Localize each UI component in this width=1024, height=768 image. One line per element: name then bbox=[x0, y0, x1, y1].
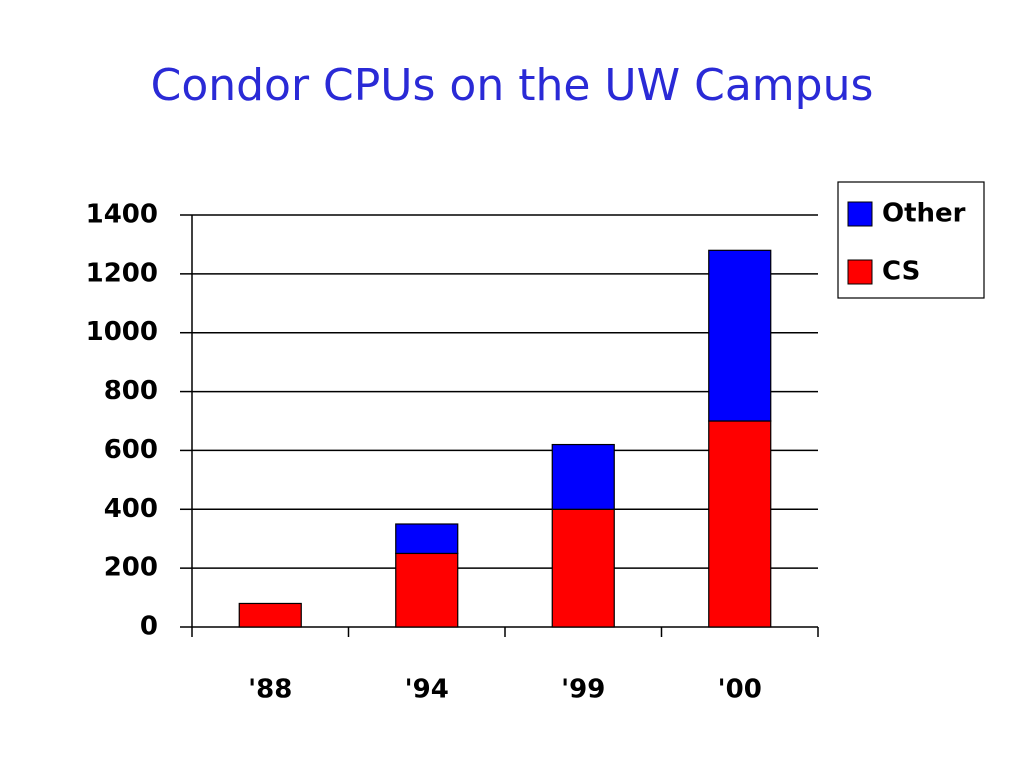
bar-segment bbox=[395, 552, 459, 628]
y-tick-label: 0 bbox=[140, 612, 158, 642]
bar-segment bbox=[551, 443, 615, 510]
x-tick-label: '94 bbox=[405, 675, 449, 705]
bar-segment bbox=[708, 249, 772, 422]
legend-label: Other bbox=[882, 199, 966, 229]
y-tick-label: 1400 bbox=[86, 200, 158, 230]
chart-title: Condor CPUs on the UW Campus bbox=[151, 60, 874, 111]
legend-swatch bbox=[847, 201, 873, 227]
bar-segment bbox=[551, 508, 615, 628]
y-tick-label: 800 bbox=[104, 376, 158, 406]
y-tick-label: 200 bbox=[104, 553, 158, 583]
bar-segment bbox=[395, 523, 459, 555]
bar-segment bbox=[238, 602, 302, 628]
y-tick-label: 1000 bbox=[86, 317, 158, 347]
legend-label: CS bbox=[882, 257, 920, 287]
bar-segment bbox=[708, 420, 772, 628]
legend-swatch bbox=[847, 259, 873, 285]
y-tick-label: 400 bbox=[104, 494, 158, 524]
x-tick-label: '88 bbox=[248, 675, 292, 705]
x-tick-label: '00 bbox=[718, 675, 762, 705]
x-tick-label: '99 bbox=[561, 675, 605, 705]
y-tick-label: 600 bbox=[104, 435, 158, 465]
y-tick-label: 1200 bbox=[86, 258, 158, 288]
